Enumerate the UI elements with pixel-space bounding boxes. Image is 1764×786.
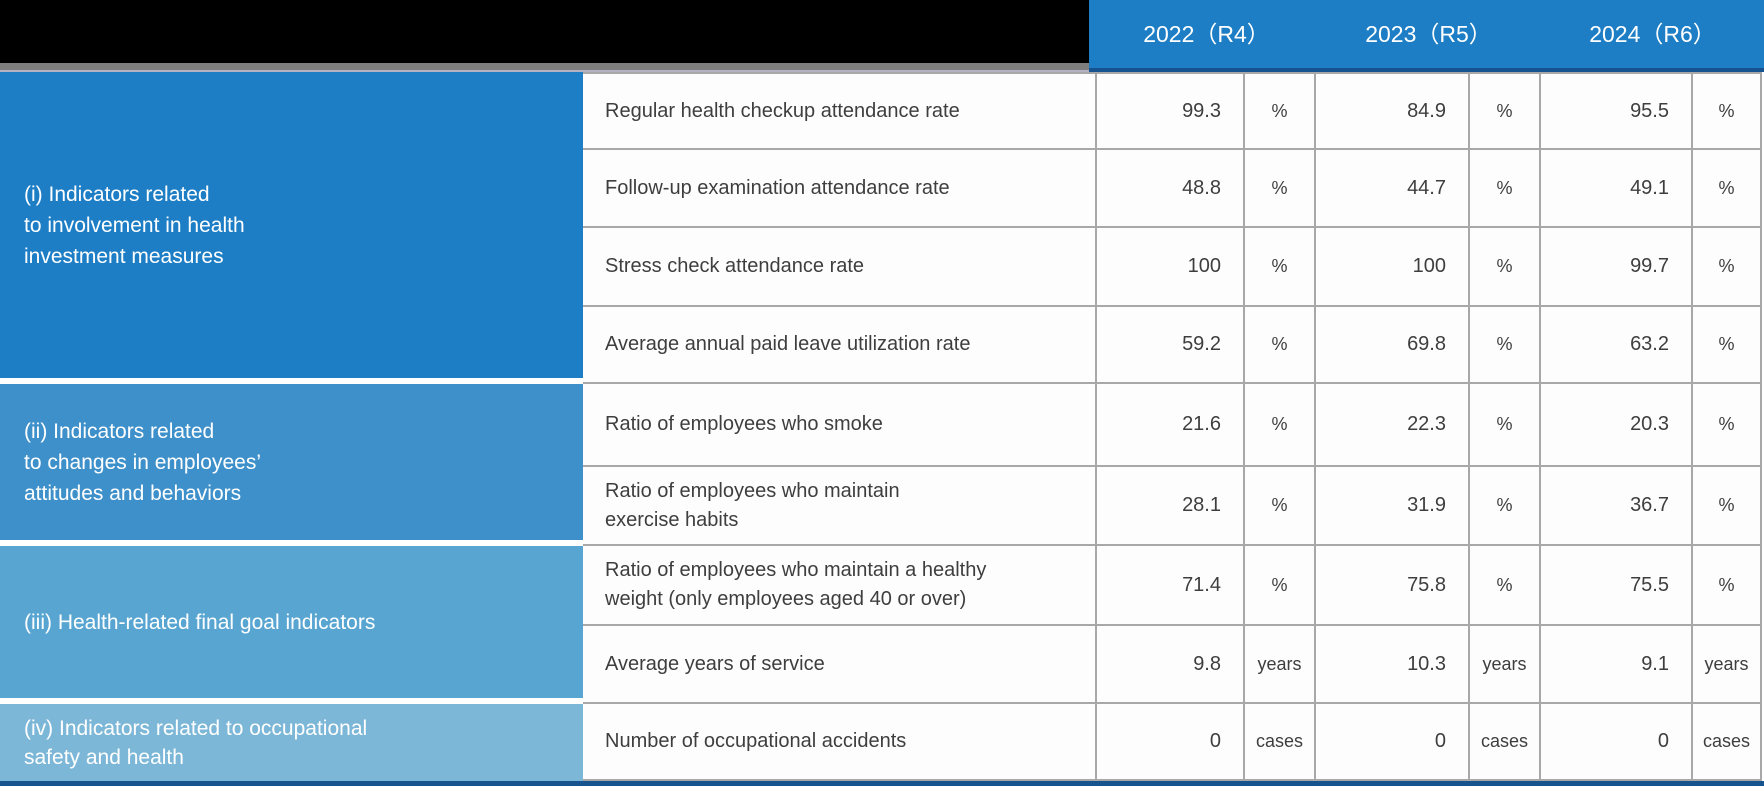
- value-2024: 95.5: [1541, 74, 1693, 150]
- unit-2024: %: [1693, 74, 1762, 150]
- value-2023: 44.7: [1316, 150, 1470, 228]
- value-2022: 0: [1097, 704, 1245, 781]
- unit-2023: %: [1470, 467, 1541, 546]
- value-2022: 9.8: [1097, 626, 1245, 704]
- value-2023: 0: [1316, 704, 1470, 781]
- category-iv-safety: (iv) Indicators related to occupational …: [0, 704, 583, 781]
- unit-2022: years: [1245, 626, 1316, 704]
- value-2022: 100: [1097, 228, 1245, 307]
- value-2024: 49.1: [1541, 150, 1693, 228]
- unit-2024: %: [1693, 150, 1762, 228]
- unit-2022: %: [1245, 307, 1316, 384]
- value-2024: 9.1: [1541, 626, 1693, 704]
- year-header-2022: 2022（R4）: [1143, 21, 1270, 47]
- unit-2023: %: [1470, 307, 1541, 384]
- unit-2022: %: [1245, 384, 1316, 467]
- unit-2024: %: [1693, 384, 1762, 467]
- table-bottom-border: [0, 781, 1764, 786]
- unit-2022: %: [1245, 74, 1316, 150]
- unit-2023: %: [1470, 150, 1541, 228]
- year-header-2024: 2024（R6）: [1589, 21, 1716, 47]
- value-2023: 84.9: [1316, 74, 1470, 150]
- value-2023: 100: [1316, 228, 1470, 307]
- value-2022: 28.1: [1097, 467, 1245, 546]
- value-2022: 48.8: [1097, 150, 1245, 228]
- value-2022: 71.4: [1097, 546, 1245, 626]
- unit-2023: %: [1470, 546, 1541, 626]
- unit-2023: %: [1470, 74, 1541, 150]
- indicator-label: Average annual paid leave utilization ra…: [583, 307, 1097, 384]
- table-row: Number of occupational accidents 0 cases…: [583, 704, 1762, 781]
- value-2022: 99.3: [1097, 74, 1245, 150]
- value-2024: 63.2: [1541, 307, 1693, 384]
- indicator-label: Ratio of employees who maintain a health…: [583, 546, 1097, 626]
- unit-2023: cases: [1470, 704, 1541, 781]
- value-2024: 20.3: [1541, 384, 1693, 467]
- unit-2024: %: [1693, 228, 1762, 307]
- category-iii-final-goal: (iii) Health-related final goal indicato…: [0, 546, 583, 704]
- table-row: Ratio of employees who maintain exercise…: [583, 467, 1762, 546]
- table-row: Average years of service 9.8 years 10.3 …: [583, 626, 1762, 704]
- header-shadow-strip: [0, 63, 1089, 72]
- year-header-2023: 2023（R5）: [1365, 21, 1492, 47]
- category-ii-attitudes: (ii) Indicators related to changes in em…: [0, 384, 583, 546]
- unit-2023: %: [1470, 228, 1541, 307]
- table-row: Ratio of employees who smoke 21.6 % 22.3…: [583, 384, 1762, 467]
- table-row: Ratio of employees who maintain a health…: [583, 546, 1762, 626]
- unit-2022: %: [1245, 150, 1316, 228]
- category-i-involvement: (i) Indicators related to involvement in…: [0, 72, 583, 384]
- value-2023: 75.8: [1316, 546, 1470, 626]
- indicator-label: Follow-up examination attendance rate: [583, 150, 1097, 228]
- table-row: Stress check attendance rate 100 % 100 %…: [583, 228, 1762, 307]
- unit-2022: cases: [1245, 704, 1316, 781]
- unit-2023: years: [1470, 626, 1541, 704]
- indicator-label: Number of occupational accidents: [583, 704, 1097, 781]
- value-2023: 10.3: [1316, 626, 1470, 704]
- indicator-label: Ratio of employees who maintain exercise…: [583, 467, 1097, 546]
- value-2024: 0: [1541, 704, 1693, 781]
- indicator-data-grid: Regular health checkup attendance rate 9…: [583, 72, 1762, 781]
- year-header-underline: [1089, 64, 1764, 72]
- indicator-label: Stress check attendance rate: [583, 228, 1097, 307]
- value-2023: 22.3: [1316, 384, 1470, 467]
- value-2024: 75.5: [1541, 546, 1693, 626]
- unit-2022: %: [1245, 228, 1316, 307]
- unit-2024: cases: [1693, 704, 1762, 781]
- value-2024: 99.7: [1541, 228, 1693, 307]
- year-header-row: 2022（R4） 2023（R5） 2024（R6）: [1089, 0, 1764, 64]
- value-2022: 21.6: [1097, 384, 1245, 467]
- unit-2024: %: [1693, 546, 1762, 626]
- value-2022: 59.2: [1097, 307, 1245, 384]
- table-row: Average annual paid leave utilization ra…: [583, 307, 1762, 384]
- unit-2022: %: [1245, 546, 1316, 626]
- unit-2024: years: [1693, 626, 1762, 704]
- value-2024: 36.7: [1541, 467, 1693, 546]
- indicator-label: Regular health checkup attendance rate: [583, 74, 1097, 150]
- unit-2022: %: [1245, 467, 1316, 546]
- value-2023: 69.8: [1316, 307, 1470, 384]
- value-2023: 31.9: [1316, 467, 1470, 546]
- table-row: Regular health checkup attendance rate 9…: [583, 74, 1762, 150]
- unit-2024: %: [1693, 307, 1762, 384]
- table-row: Follow-up examination attendance rate 48…: [583, 150, 1762, 228]
- unit-2023: %: [1470, 384, 1541, 467]
- indicator-label: Ratio of employees who smoke: [583, 384, 1097, 467]
- unit-2024: %: [1693, 467, 1762, 546]
- indicator-label: Average years of service: [583, 626, 1097, 704]
- category-column: (i) Indicators related to involvement in…: [0, 72, 583, 781]
- redacted-title-block: [0, 0, 1089, 63]
